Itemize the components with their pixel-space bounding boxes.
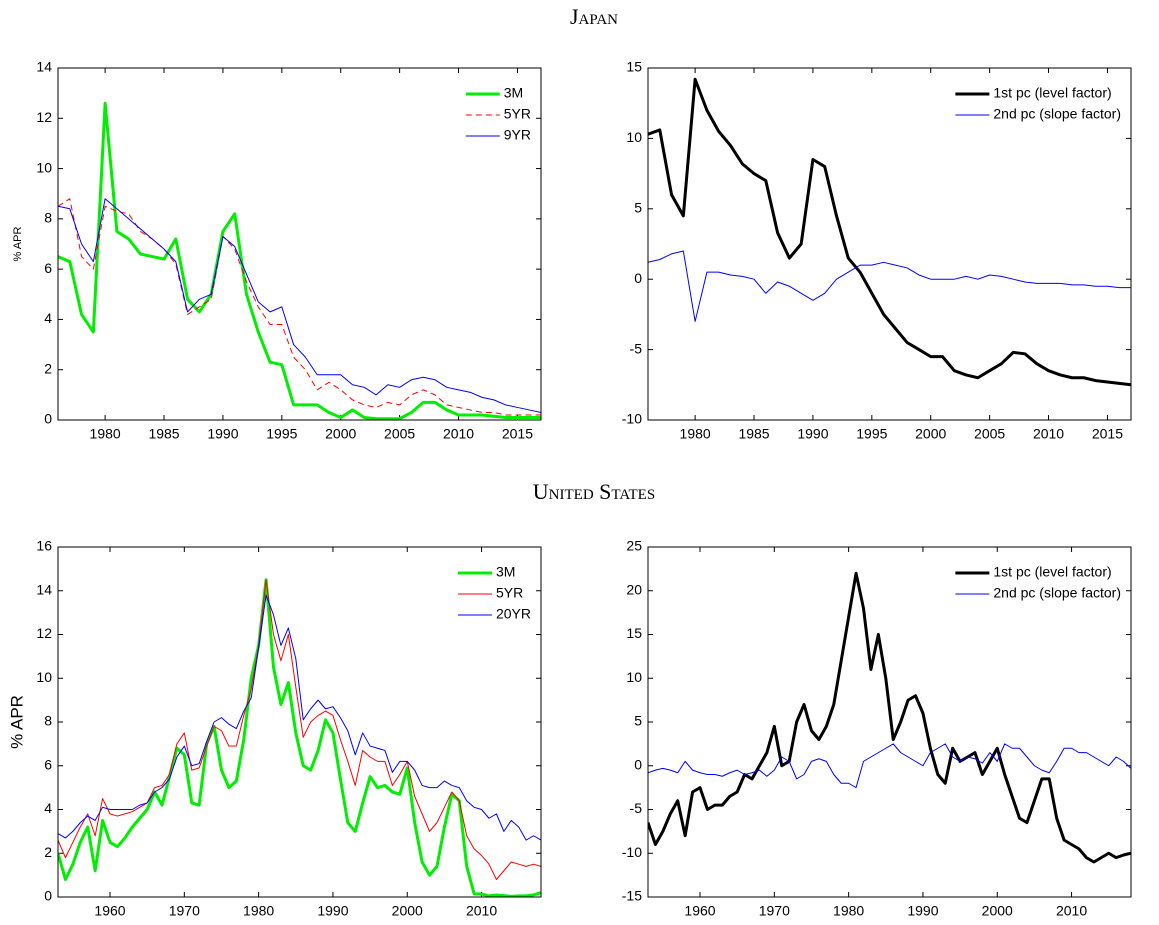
- y-axis-label: % APR: [12, 227, 24, 262]
- x-tick-label: 2005: [384, 426, 415, 442]
- y-tick-label: 5: [634, 713, 642, 729]
- x-tick-label: 2015: [502, 426, 533, 442]
- series-line: [648, 77, 1131, 387]
- x-tick-label: 1980: [680, 426, 711, 442]
- x-tick-label: 2010: [443, 426, 474, 442]
- x-tick-label: 2015: [1092, 426, 1123, 442]
- y-tick-label: 6: [44, 756, 52, 772]
- x-tick-label: 1990: [797, 426, 828, 442]
- legend-label: 5YR: [496, 585, 523, 601]
- x-tick-label: 1980: [833, 903, 864, 919]
- series-line: [58, 579, 541, 880]
- y-tick-label: 10: [36, 159, 52, 175]
- legend-label: 9YR: [504, 127, 531, 143]
- x-tick-label: 2000: [915, 426, 946, 442]
- series-line: [58, 198, 541, 413]
- x-tick-label: 1970: [759, 903, 790, 919]
- y-tick-label: 8: [44, 210, 52, 226]
- x-tick-label: 1980: [243, 903, 274, 919]
- y-tick-label: 0: [44, 888, 52, 904]
- y-tick-label: 10: [626, 129, 642, 145]
- y-tick-label: 2: [44, 844, 52, 860]
- series-line: [58, 594, 541, 841]
- legend-label: 2nd pc (slope factor): [993, 106, 1121, 122]
- x-tick-label: 2010: [466, 903, 497, 919]
- x-tick-label: 1985: [738, 426, 769, 442]
- x-tick-label: 1995: [856, 426, 887, 442]
- y-tick-label: 0: [44, 411, 52, 427]
- series-line: [648, 250, 1131, 322]
- y-tick-label: 12: [36, 109, 52, 125]
- y-tick-label: 14: [36, 59, 52, 75]
- plot-area: [58, 68, 541, 420]
- plot-area: [648, 547, 1131, 897]
- y-tick-label: -10: [622, 411, 642, 427]
- legend-label: 1st pc (level factor): [993, 564, 1111, 580]
- x-tick-label: 2000: [982, 903, 1013, 919]
- x-tick-label: 1980: [90, 426, 121, 442]
- y-tick-label: 10: [36, 669, 52, 685]
- plot-lines: [58, 101, 541, 420]
- x-tick-label: 1990: [317, 903, 348, 919]
- x-tick-label: 1960: [684, 903, 715, 919]
- y-tick-label: 8: [44, 713, 52, 729]
- y-tick-label: -10: [622, 844, 642, 860]
- x-tick-label: 1995: [266, 426, 297, 442]
- y-tick-label: 4: [44, 310, 52, 326]
- y-tick-label: 0: [634, 270, 642, 286]
- series-line: [58, 578, 541, 897]
- series-line: [648, 571, 1131, 864]
- legend-label: 3M: [504, 85, 523, 101]
- x-tick-label: 2000: [392, 903, 423, 919]
- legend-label: 5YR: [504, 106, 531, 122]
- plot-area: [58, 547, 541, 897]
- y-tick-label: 25: [626, 538, 642, 554]
- y-tick-label: 6: [44, 260, 52, 276]
- legend-label: 3M: [496, 564, 515, 580]
- y-tick-label: 5: [634, 200, 642, 216]
- x-tick-label: 1970: [169, 903, 200, 919]
- plot-lines: [648, 77, 1131, 387]
- y-tick-label: 12: [36, 625, 52, 641]
- y-axis-label: % APR: [7, 695, 26, 749]
- y-tick-label: 15: [626, 625, 642, 641]
- y-tick-label: -15: [622, 888, 642, 904]
- plot-area: [648, 68, 1131, 420]
- y-tick-label: 2: [44, 360, 52, 376]
- legend-label: 1st pc (level factor): [993, 85, 1111, 101]
- plot-lines: [648, 571, 1131, 864]
- legend-label: 2nd pc (slope factor): [993, 585, 1121, 601]
- section-title: United States: [533, 479, 655, 504]
- x-tick-label: 2010: [1033, 426, 1064, 442]
- y-tick-label: 16: [36, 538, 52, 554]
- y-tick-label: -5: [630, 800, 643, 816]
- axes-frame: [647, 67, 1132, 421]
- x-tick-label: 2010: [1056, 903, 1087, 919]
- x-tick-label: 1990: [907, 903, 938, 919]
- series-line: [58, 198, 541, 416]
- axes-frame: [57, 546, 542, 898]
- section-title: Japan: [570, 4, 618, 29]
- y-tick-label: 14: [36, 581, 52, 597]
- series-line: [648, 743, 1131, 789]
- y-tick-label: 10: [626, 669, 642, 685]
- axes-frame: [57, 67, 542, 421]
- y-tick-label: -5: [630, 340, 643, 356]
- y-tick-label: 4: [44, 800, 52, 816]
- plot-lines: [58, 578, 541, 897]
- axes-frame: [647, 546, 1132, 898]
- y-tick-label: 0: [634, 756, 642, 772]
- legend-label: 20YR: [496, 606, 531, 622]
- x-tick-label: 2000: [325, 426, 356, 442]
- x-tick-label: 1960: [94, 903, 125, 919]
- series-line: [58, 101, 541, 420]
- y-tick-label: 15: [626, 59, 642, 75]
- x-tick-label: 2005: [974, 426, 1005, 442]
- y-tick-label: 20: [626, 581, 642, 597]
- x-tick-label: 1990: [207, 426, 238, 442]
- x-tick-label: 1985: [148, 426, 179, 442]
